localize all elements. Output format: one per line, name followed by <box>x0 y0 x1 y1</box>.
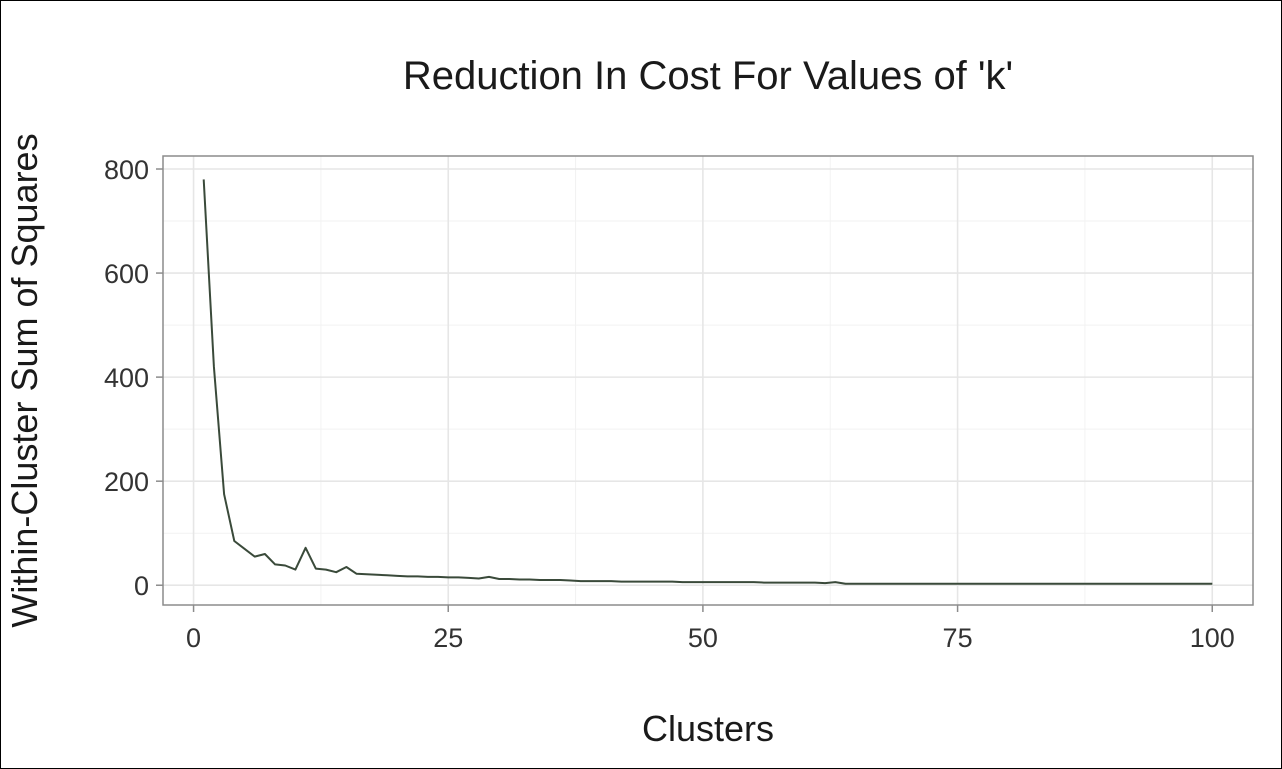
y-tick-label: 600 <box>104 259 149 289</box>
x-tick-label: 0 <box>186 623 201 653</box>
y-tick-label: 800 <box>104 155 149 185</box>
x-tick-label: 50 <box>688 623 718 653</box>
y-tick-label: 0 <box>134 571 149 601</box>
x-tick-label: 25 <box>433 623 463 653</box>
y-tick-label: 400 <box>104 363 149 393</box>
x-axis-title: Clusters <box>642 708 774 749</box>
plot-panel-border <box>162 155 1254 606</box>
chart-title: Reduction In Cost For Values of 'k' <box>403 54 1013 98</box>
x-tick-label: 100 <box>1190 623 1235 653</box>
y-axis-title: Within-Cluster Sum of Squares <box>4 133 45 627</box>
x-tick-label: 75 <box>943 623 973 653</box>
series-line-0 <box>202 179 1213 585</box>
y-tick-label: 200 <box>104 467 149 497</box>
plot-panel-background <box>163 156 1253 605</box>
